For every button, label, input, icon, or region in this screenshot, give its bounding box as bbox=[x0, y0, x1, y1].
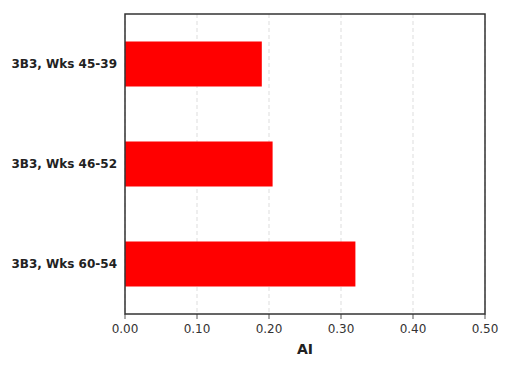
tick-label: 0.50 bbox=[472, 322, 499, 336]
tick-label: 0.00 bbox=[112, 322, 139, 336]
tick-label: 0.40 bbox=[400, 322, 427, 336]
tick-label: 0.20 bbox=[256, 322, 283, 336]
category-label: 3B3, Wks 45-39 bbox=[12, 57, 118, 71]
bar bbox=[125, 242, 355, 287]
chart-container: 0.000.100.200.300.400.503B3, Wks 45-393B… bbox=[0, 0, 507, 366]
category-label: 3B3, Wks 60-54 bbox=[12, 257, 118, 271]
plot-frame bbox=[125, 14, 485, 314]
chart-svg: 0.000.100.200.300.400.503B3, Wks 45-393B… bbox=[0, 0, 507, 366]
x-axis-label: AI bbox=[297, 341, 313, 357]
bar bbox=[125, 142, 273, 187]
grid bbox=[125, 14, 485, 314]
bars bbox=[125, 42, 355, 287]
plot-background bbox=[125, 14, 485, 314]
category-label: 3B3, Wks 46-52 bbox=[12, 157, 118, 171]
tick-label: 0.30 bbox=[328, 322, 355, 336]
tick-label: 0.10 bbox=[184, 322, 211, 336]
bar bbox=[125, 42, 262, 87]
grid-line bbox=[413, 14, 414, 314]
value-axis: 0.00 0.10 0.20 0.30 0.40 0.50 bbox=[112, 314, 499, 336]
category-axis: 3B3, Wks 45-39 3B3, Wks 46-52 3B3, Wks 60-… bbox=[12, 57, 118, 271]
